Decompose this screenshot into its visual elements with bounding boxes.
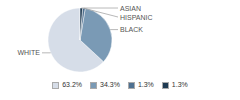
svg-text:WHITE: WHITE <box>17 49 40 56</box>
svg-text:BLACK: BLACK <box>120 26 143 33</box>
html-text:1.3%: 1.3% <box>137 81 154 88</box>
svg-text:ASIAN: ASIAN <box>120 5 141 12</box>
html-text:34.3%: 34.3% <box>100 81 120 88</box>
svg-text:HISPANIC: HISPANIC <box>120 14 153 21</box>
html-text:63.2%: 63.2% <box>62 81 82 88</box>
html-text:1.3%: 1.3% <box>171 81 188 88</box>
